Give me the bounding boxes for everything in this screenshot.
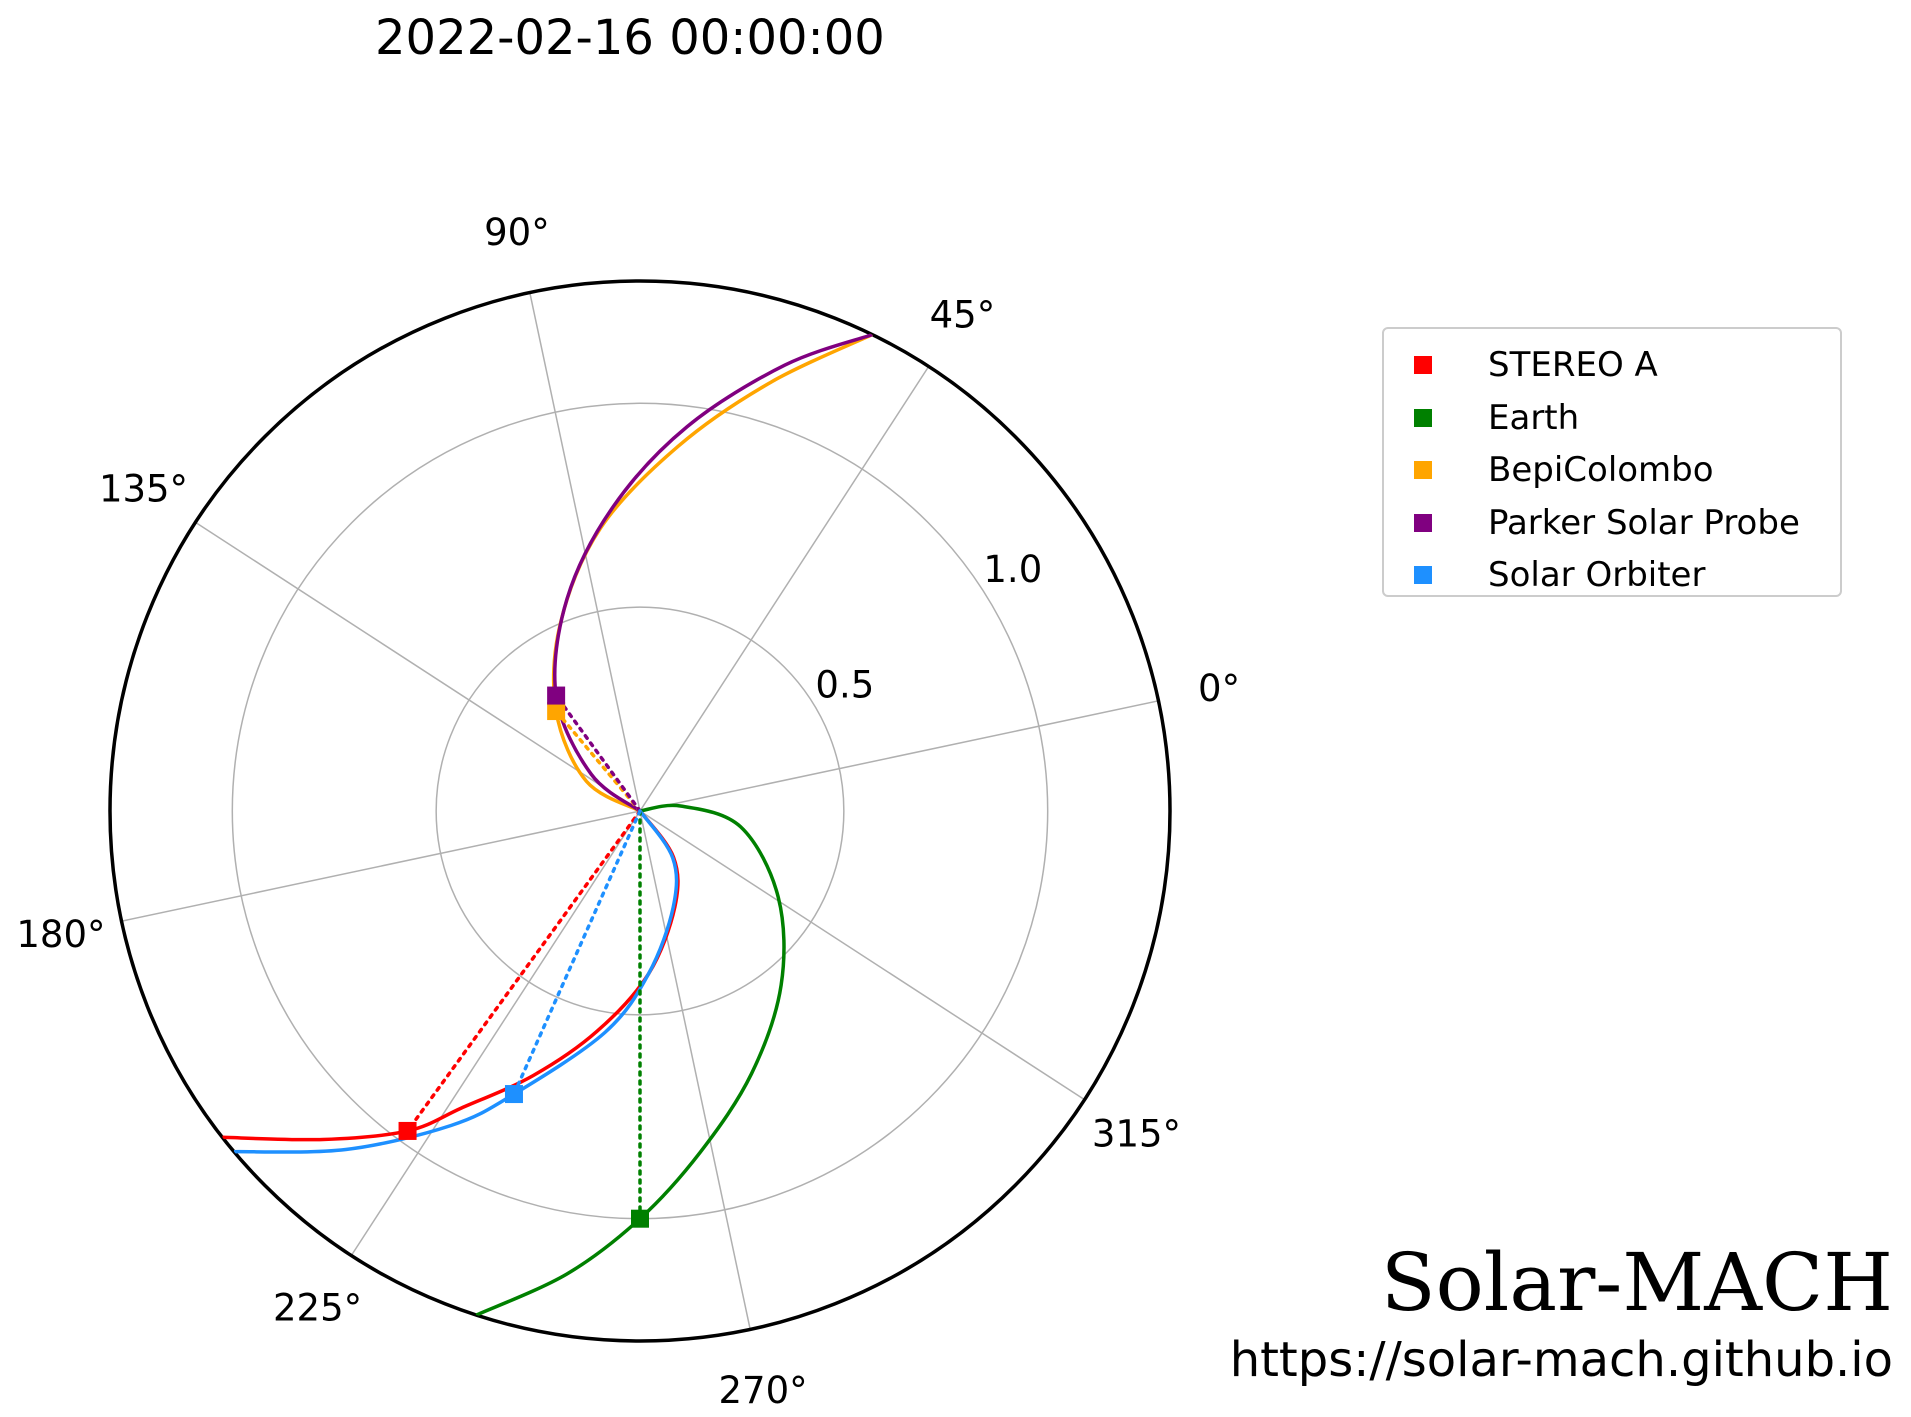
- angular-gridline-45: [639, 366, 930, 812]
- theta-tick-label-90: 90°: [484, 211, 550, 254]
- angular-gridline-270: [639, 810, 751, 1330]
- marker-earth: [631, 1209, 649, 1228]
- legend-label-parker-solar-probe: Parker Solar Probe: [1488, 502, 1800, 543]
- r-tick-label-1.0: 1.0: [983, 548, 1042, 591]
- spiral-solar-orbiter: [233, 809, 679, 1154]
- marker-solar-orbiter: [504, 1085, 523, 1104]
- legend-label-bepicolombo: BepiColombo: [1488, 450, 1714, 490]
- legend-swatch-parker-solar-probe: [1414, 513, 1432, 532]
- radial-gridline-0.5: [435, 606, 845, 1016]
- theta-tick-label-225: 225°: [273, 1286, 362, 1329]
- radial-solar-orbiter: [512, 809, 642, 1096]
- parker-spirals: [222, 332, 874, 1317]
- spiral-stereo-a: [222, 809, 680, 1142]
- angular-gridline-180: [121, 810, 641, 922]
- theta-tick-label-315: 315°: [1092, 1112, 1181, 1155]
- angular-gridline-0: [639, 700, 1159, 812]
- polar-frame: [108, 279, 1172, 1343]
- theta-tick-label-180: 180°: [16, 913, 105, 956]
- legend-swatch-solar-orbiter: [1414, 566, 1432, 584]
- angular-gridline-225: [350, 810, 641, 1256]
- brand-url: https://solar-mach.github.io: [1229, 1332, 1893, 1388]
- legend-item-earth: Earth: [1414, 392, 1579, 444]
- radial-parker-solar-probe: [554, 693, 642, 813]
- legend-label-solar-orbiter: Solar Orbiter: [1488, 555, 1706, 595]
- spacecraft-markers: [398, 686, 649, 1228]
- radial-lines: [405, 693, 642, 1221]
- legend-label-stereo-a: STEREO A: [1488, 345, 1658, 385]
- r-tick-label-0.5: 0.5: [815, 663, 874, 706]
- angular-gridline-135: [195, 521, 641, 812]
- marker-bepicolombo: [547, 702, 566, 721]
- legend-item-bepicolombo: BepiColombo: [1414, 444, 1714, 496]
- legend-item-stereo-a: STEREO A: [1414, 339, 1658, 391]
- marker-parker-solar-probe: [547, 686, 566, 705]
- legend-item-solar-orbiter: Solar Orbiter: [1414, 549, 1705, 601]
- marker-stereo-a: [398, 1121, 417, 1140]
- theta-tick-label-270: 270°: [719, 1369, 808, 1412]
- legend-label-earth: Earth: [1488, 397, 1580, 438]
- spiral-parker-solar-probe: [553, 332, 873, 813]
- brand-logo-text: Solar-MACH: [1380, 1236, 1893, 1329]
- plot-title: 2022-02-16 00:00:00: [375, 10, 885, 66]
- axis-labels: 0° 45° 90° 135° 180° 225° 270° 315° 0.5 1.0: [16, 211, 1240, 1412]
- legend-item-parker-solar-probe: Parker Solar Probe: [1414, 497, 1800, 549]
- legend-swatch-earth: [1414, 408, 1432, 427]
- theta-tick-label-0: 0°: [1198, 667, 1240, 710]
- theta-tick-label-135: 135°: [99, 468, 188, 511]
- legend-swatch-stereo-a: [1414, 356, 1432, 374]
- angular-gridline-315: [639, 810, 1085, 1101]
- spiral-earth: [475, 803, 786, 1317]
- theta-tick-label-45: 45°: [930, 294, 996, 337]
- legend: STEREO A Earth BepiColombo Parker Solar Pro…: [1382, 327, 1842, 597]
- legend-swatch-bepicolombo: [1414, 461, 1432, 479]
- radial-stereo-a: [405, 809, 642, 1133]
